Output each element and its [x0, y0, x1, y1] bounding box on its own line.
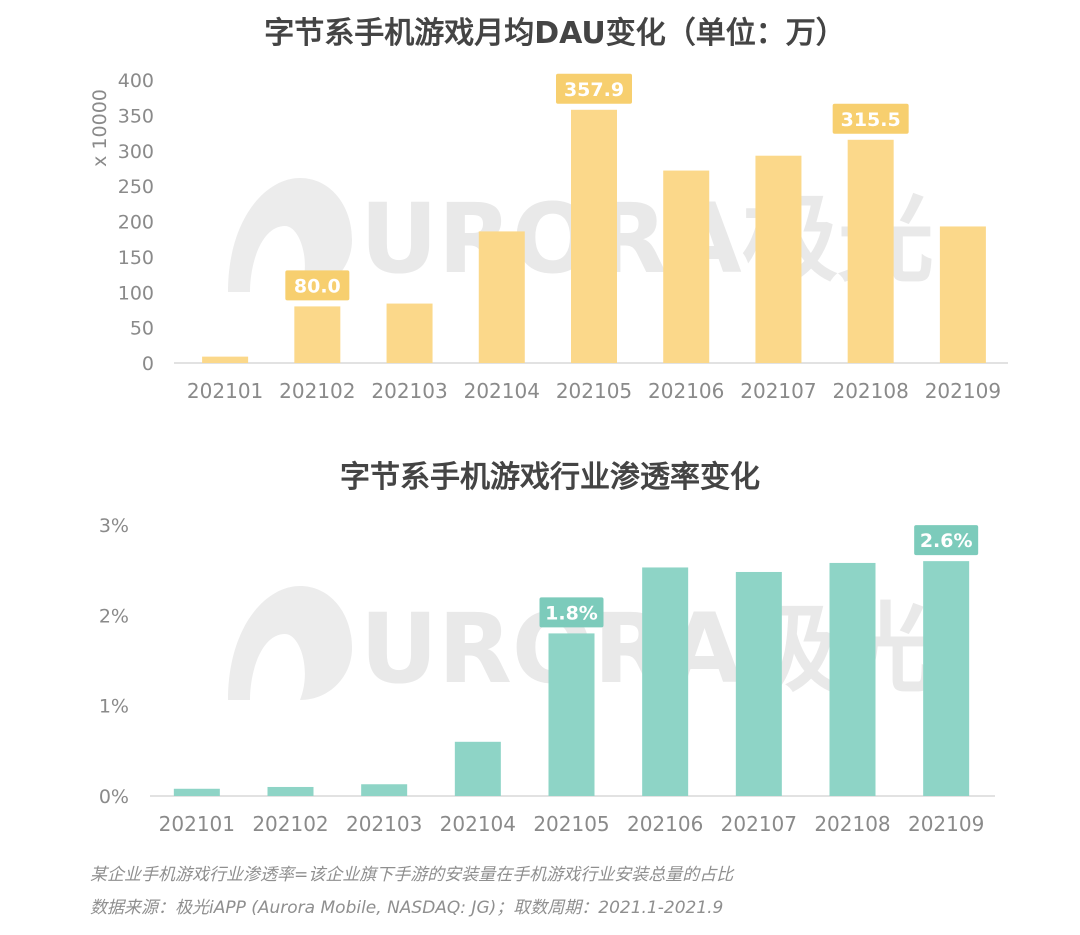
chart-1-y-ticks: 0 50 100 150 200 250 300 350 400 [118, 70, 154, 375]
data-label: 80.0 [294, 275, 341, 297]
x-tick-label: 202104 [440, 812, 516, 836]
y-tick-label: 2% [99, 605, 129, 627]
aurora-logo-icon [228, 178, 352, 292]
bar [454, 741, 501, 796]
bar [923, 561, 970, 796]
chart-2-title: 字节系手机游戏行业渗透率变化 [340, 460, 760, 495]
bar [571, 109, 617, 363]
bar [478, 231, 525, 363]
data-label-box [285, 270, 350, 301]
x-tick-label: 202103 [346, 812, 422, 836]
aurora-logo-icon [228, 586, 352, 700]
bar [735, 571, 782, 796]
x-tick-label: 202107 [740, 379, 816, 403]
bar [267, 786, 314, 796]
data-label: 315.5 [841, 109, 901, 131]
y-tick-label: 50 [130, 318, 154, 340]
bar [663, 170, 710, 363]
chart-2-y-ticks: 0% 1% 2% 3% [99, 515, 129, 808]
footnote-source: 数据来源：极光iAPP (Aurora Mobile, NASDAQ: JG)；… [90, 898, 723, 918]
data-label-box [556, 73, 632, 104]
bar [642, 567, 689, 796]
bar [847, 139, 894, 363]
data-label-box [914, 525, 979, 556]
x-tick-label: 202108 [814, 812, 890, 836]
x-tick-label: 202109 [925, 379, 1001, 403]
watermark-top: URORA极光 [228, 178, 934, 295]
chart-1-data-labels: 80.0 357.9 315.5 [285, 73, 909, 301]
x-tick-label: 202104 [464, 379, 540, 403]
data-label-box [539, 597, 604, 628]
x-tick-label: 202102 [279, 379, 355, 403]
bar [361, 784, 408, 796]
chart-1-bars [202, 109, 986, 363]
x-tick-label: 202108 [832, 379, 908, 403]
bar [939, 226, 986, 363]
x-tick-label: 202105 [556, 379, 632, 403]
y-tick-label: 350 [118, 105, 154, 127]
x-tick-label: 202101 [159, 812, 235, 836]
y-tick-label: 3% [99, 515, 129, 537]
bar [548, 633, 595, 796]
bar [202, 356, 249, 363]
x-tick-label: 202106 [627, 812, 703, 836]
y-tick-label: 1% [99, 696, 129, 718]
x-tick-label: 202106 [648, 379, 724, 403]
x-tick-label: 202102 [252, 812, 328, 836]
chart-1-x-ticks: 202101 202102 202103 202104 202105 202106 2021… [187, 379, 1001, 403]
y-tick-label: 0 [142, 353, 154, 375]
y-tick-label: 250 [118, 176, 154, 198]
y-tick-label: 0% [99, 786, 129, 808]
bar [386, 303, 433, 363]
bar [294, 306, 341, 363]
data-label: 357.9 [564, 79, 624, 101]
chart-2-data-labels: 1.8% 2.6% [539, 525, 979, 628]
y-tick-label: 400 [118, 70, 154, 92]
chart-1-title: 字节系手机游戏月均DAU变化（单位：万） [264, 16, 846, 51]
footnote-definition: 某企业手机游戏行业渗透率=该企业旗下手游的安装量在手机游戏行业安装总量的占比 [90, 865, 735, 885]
chart-2-bars [173, 561, 970, 796]
x-tick-label: 202101 [187, 379, 263, 403]
x-tick-label: 202109 [908, 812, 984, 836]
bar [173, 788, 220, 796]
data-label-box [832, 103, 909, 134]
y-tick-label: 100 [118, 282, 154, 304]
y-tick-label: 300 [118, 141, 154, 163]
x-tick-label: 202105 [533, 812, 609, 836]
data-label: 1.8% [545, 602, 598, 624]
y-tick-label: 200 [118, 212, 154, 234]
watermark-text: URORA极光 [360, 183, 934, 295]
x-tick-label: 202107 [721, 812, 797, 836]
bar [755, 155, 802, 363]
data-label: 2.6% [920, 530, 973, 552]
y-tick-label: 150 [118, 247, 154, 269]
x-tick-label: 202103 [371, 379, 447, 403]
bar [829, 562, 876, 796]
chart-1-y-axis-label: x 10000 [89, 89, 111, 167]
chart-2-x-ticks: 202101 202102 202103 202104 202105 202106 2021… [159, 812, 985, 836]
